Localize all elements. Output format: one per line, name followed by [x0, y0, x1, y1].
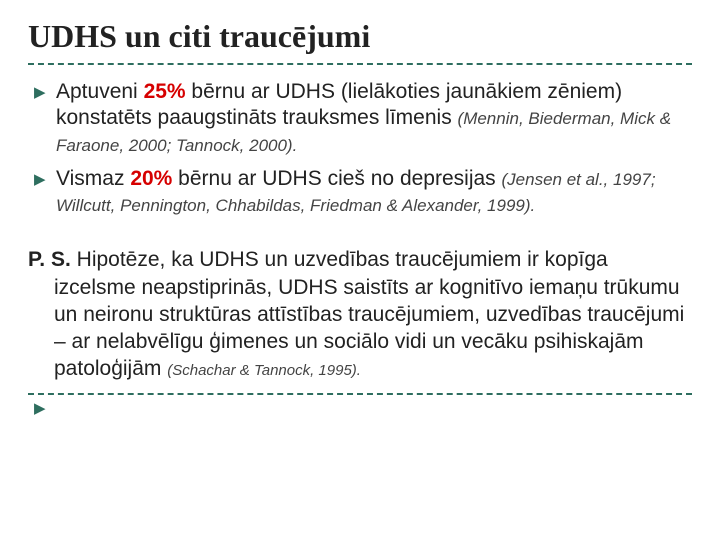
- ps-label: P. S.: [28, 248, 71, 271]
- bullet-text-pre: Vismaz: [56, 167, 130, 190]
- bullet-item: ▶ Vismaz 20% bērnu ar UDHS cieš no depre…: [34, 166, 692, 219]
- slide: UDHS un citi traucējumi ▶ Aptuveni 25% b…: [0, 0, 720, 540]
- bullet-text-post: bērnu ar UDHS cieš no depresijas: [172, 167, 501, 190]
- bullet-item: ▶ Aptuveni 25% bērnu ar UDHS (lielākotie…: [34, 79, 692, 158]
- play-icon: ▶: [34, 171, 46, 190]
- bullet-highlight: 20%: [130, 167, 172, 190]
- bullet-text-pre: Aptuveni: [56, 80, 144, 103]
- ps-paragraph: P. S. Hipotēze, ka UDHS un uzvedības tra…: [28, 246, 692, 382]
- footer-divider: [28, 393, 692, 395]
- title-divider: [28, 63, 692, 65]
- play-icon: ▶: [34, 84, 46, 103]
- bullet-highlight: 25%: [144, 80, 186, 103]
- ps-citation: (Schachar & Tannock, 1995).: [167, 362, 361, 379]
- slide-title: UDHS un citi traucējumi: [28, 18, 692, 55]
- ps-body: Hipotēze, ka UDHS un uzvedības traucējum…: [54, 248, 684, 380]
- bullet-list: ▶ Aptuveni 25% bērnu ar UDHS (lielākotie…: [28, 79, 692, 218]
- play-icon: ▶: [28, 399, 692, 417]
